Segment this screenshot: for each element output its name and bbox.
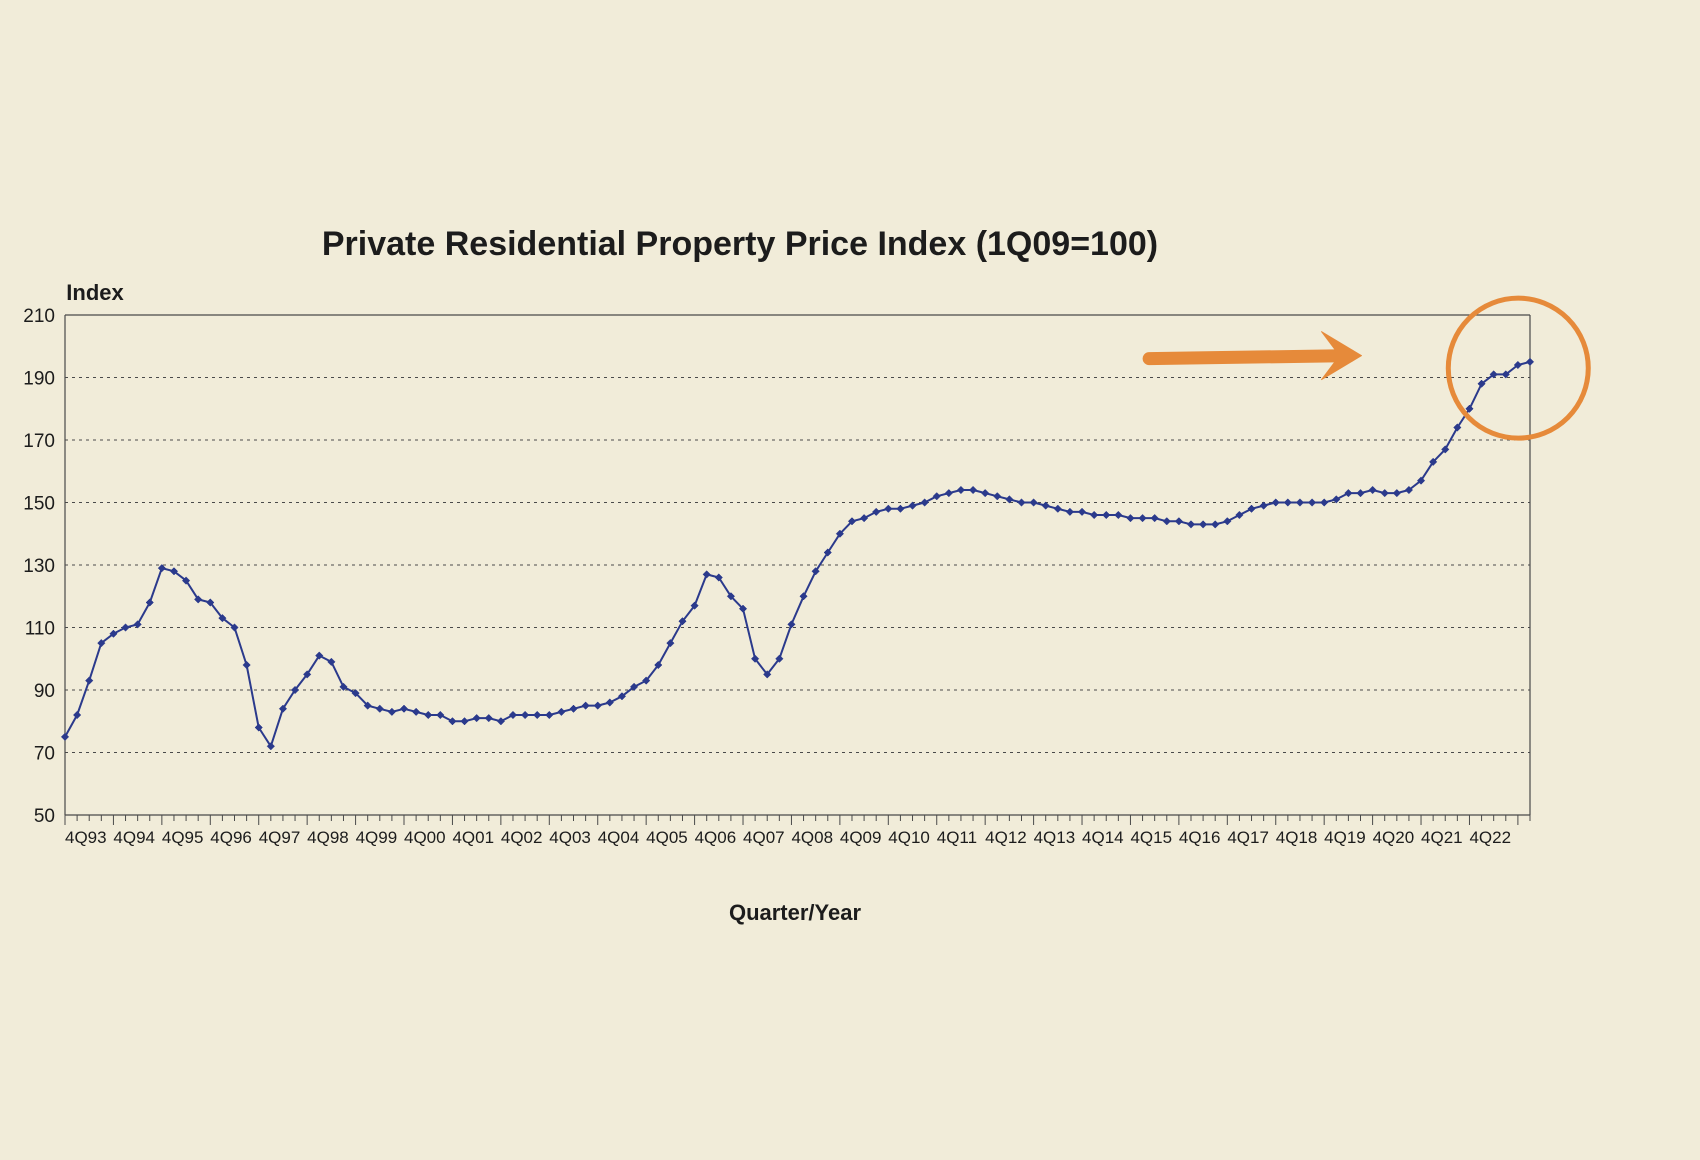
x-tick-label: 4Q94	[113, 828, 155, 847]
y-tick-label: 50	[34, 806, 55, 827]
y-tick-label: 90	[34, 681, 55, 702]
x-tick-label: 4Q98	[307, 828, 349, 847]
x-tick-label: 4Q19	[1324, 828, 1366, 847]
x-tick-label: 4Q08	[791, 828, 833, 847]
x-tick-label: 4Q11	[937, 828, 977, 847]
x-tick-label: 4Q04	[598, 828, 640, 847]
x-axis-title-text: Quarter/Year	[729, 900, 862, 925]
chart-bg	[0, 0, 1700, 1160]
y-tick-label: 70	[34, 744, 55, 765]
x-tick-label: 4Q06	[695, 828, 737, 847]
chart-title-text: Private Residential Property Price Index…	[322, 225, 1158, 263]
x-tick-label: 4Q00	[404, 828, 446, 847]
x-tick-label: 4Q03	[549, 828, 591, 847]
x-tick-label: 4Q96	[210, 828, 252, 847]
x-tick-label: 4Q21	[1421, 828, 1463, 847]
x-tick-label: 4Q09	[840, 828, 882, 847]
x-tick-label: 4Q97	[259, 828, 301, 847]
x-tick-label: 4Q15	[1130, 828, 1172, 847]
x-tick-label: 4Q01	[452, 828, 494, 847]
chart-container: 50 70 90 110 130 150 170 190 210 4Q93 4Q94 4Q95 4Q96…	[0, 0, 1700, 1160]
x-tick-label: 4Q12	[985, 828, 1027, 847]
x-tick-label: 4Q99	[356, 828, 398, 847]
y-axis-title-text: Index	[66, 280, 124, 305]
y-tick-label: 170	[23, 431, 55, 452]
x-tick-label: 4Q16	[1179, 828, 1221, 847]
x-tick-label: 4Q10	[888, 828, 930, 847]
x-tick-label: 4Q95	[162, 828, 204, 847]
y-tick-label: 130	[23, 556, 55, 577]
x-tick-label: 4Q18	[1276, 828, 1318, 847]
x-tick-label: 4Q20	[1373, 828, 1415, 847]
line-chart: 50 70 90 110 130 150 170 190 210 4Q93 4Q94 4Q95 4Q96…	[0, 0, 1700, 1160]
x-tick-label: 4Q02	[501, 828, 543, 847]
x-tick-label: 4Q93	[65, 828, 107, 847]
x-tick-label: 4Q14	[1082, 828, 1124, 847]
y-tick-label: 210	[23, 306, 55, 327]
y-tick-label: 110	[25, 619, 55, 640]
x-tick-label: 4Q07	[743, 828, 785, 847]
annotation-arrow	[1149, 356, 1349, 359]
x-tick-label: 4Q17	[1227, 828, 1269, 847]
y-tick-label: 150	[23, 494, 55, 515]
x-tick-label: 4Q13	[1034, 828, 1076, 847]
y-tick-label: 190	[23, 369, 55, 390]
x-tick-label: 4Q22	[1469, 828, 1511, 847]
x-tick-label: 4Q05	[646, 828, 688, 847]
